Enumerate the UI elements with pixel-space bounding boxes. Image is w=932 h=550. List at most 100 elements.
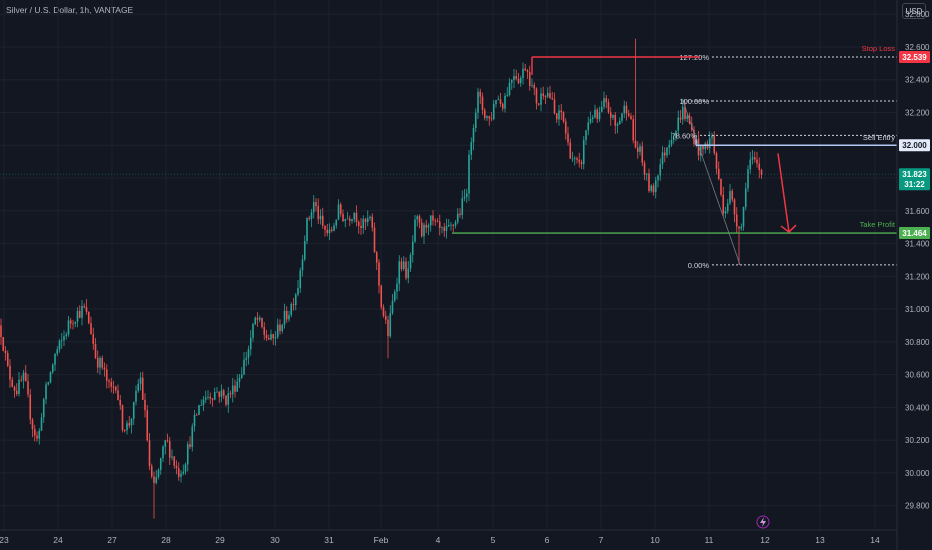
candle-body [609, 112, 612, 118]
candle-body [294, 294, 297, 306]
candle-body [704, 143, 707, 150]
candle-body [607, 102, 610, 113]
y-tick-label: 32.400 [905, 76, 930, 85]
y-tick-label: 31.000 [905, 305, 930, 314]
candle-body [600, 106, 603, 113]
candle-body [339, 204, 342, 214]
candle-body [20, 379, 23, 381]
candle-body [686, 115, 689, 119]
candle-body [639, 146, 641, 152]
candle-body [409, 254, 412, 269]
candle-body [123, 430, 126, 431]
candle-body [375, 252, 378, 263]
candle-body [420, 222, 423, 237]
candle-body [447, 225, 450, 227]
candle-body [171, 456, 173, 458]
candle-body [555, 113, 558, 120]
candle-body [220, 390, 223, 397]
candle-body [249, 337, 252, 350]
y-tick-label: 31.600 [905, 207, 930, 216]
candle-body [54, 353, 56, 365]
candle-body [204, 397, 207, 400]
candle-body [729, 190, 731, 204]
candle-body [326, 229, 329, 234]
candle-body [225, 395, 227, 405]
candle-body [616, 124, 619, 126]
fib-level-label: 78.60% [672, 131, 698, 140]
candle-body [245, 357, 248, 360]
candle-body [659, 164, 662, 176]
y-tick-label: 30.000 [905, 469, 930, 478]
candle-body [445, 226, 448, 231]
candle-body [598, 112, 601, 120]
candle-body [553, 99, 556, 114]
candle-body [312, 202, 315, 213]
candle-body [634, 140, 637, 148]
candle-body [378, 262, 380, 286]
x-tick-label: 14 [870, 535, 880, 545]
candle-body [92, 334, 95, 344]
candle-body [270, 334, 272, 340]
candle-body [67, 320, 70, 335]
y-tick-label: 31.400 [905, 240, 930, 249]
candle-body [283, 310, 286, 325]
candle-body [560, 110, 563, 113]
candle-body [324, 225, 326, 230]
candle-body [2, 337, 5, 351]
candle-body [279, 324, 281, 332]
candle-body [513, 76, 515, 81]
y-tick-label: 29.800 [905, 502, 930, 511]
candle-body [360, 225, 362, 228]
candle-body [337, 204, 340, 220]
candle-body [630, 116, 632, 120]
x-tick-label: 4 [436, 535, 441, 545]
candle-body [90, 323, 92, 335]
candle-body [288, 315, 290, 320]
candle-body [546, 92, 549, 97]
candle-body [81, 306, 83, 318]
candle-body [31, 419, 34, 430]
candle-body [720, 178, 722, 195]
candles [0, 38, 763, 519]
candle-body [56, 349, 59, 354]
candle-body [117, 390, 119, 400]
candle-body [24, 372, 27, 382]
candle-body [276, 324, 279, 337]
lightning-icon [756, 515, 770, 529]
candle-body [495, 100, 497, 104]
candle-body [119, 399, 122, 406]
candle-body [4, 350, 7, 354]
candle-body [168, 440, 171, 458]
candle-body [531, 85, 533, 86]
candle-body [180, 473, 182, 477]
candle-body [612, 114, 614, 118]
candle-body [504, 95, 506, 109]
candle-body [474, 112, 477, 128]
x-tick-label: Feb [374, 535, 389, 545]
candle-body [299, 270, 302, 289]
candle-body [209, 396, 212, 399]
candle-body [477, 91, 479, 113]
candle-body [60, 340, 63, 342]
x-tick-label: 28 [161, 535, 171, 545]
candle-body [85, 307, 88, 312]
y-tick-label: 30.600 [905, 371, 930, 380]
candle-body [519, 77, 522, 84]
x-tick-label: 30 [270, 535, 280, 545]
candle-body [306, 217, 308, 242]
candle-body [384, 316, 387, 320]
candle-body [562, 112, 565, 122]
candle-body [344, 219, 347, 222]
candle-body [717, 168, 720, 179]
candle-body [675, 130, 677, 139]
candle-body [162, 446, 164, 459]
candle-body [213, 392, 216, 400]
candle-body [357, 221, 360, 226]
candle-body [263, 327, 266, 335]
candle-body [94, 343, 97, 358]
candle-body [510, 80, 513, 83]
currency-button[interactable]: USD [902, 3, 926, 19]
candle-body [414, 219, 416, 242]
